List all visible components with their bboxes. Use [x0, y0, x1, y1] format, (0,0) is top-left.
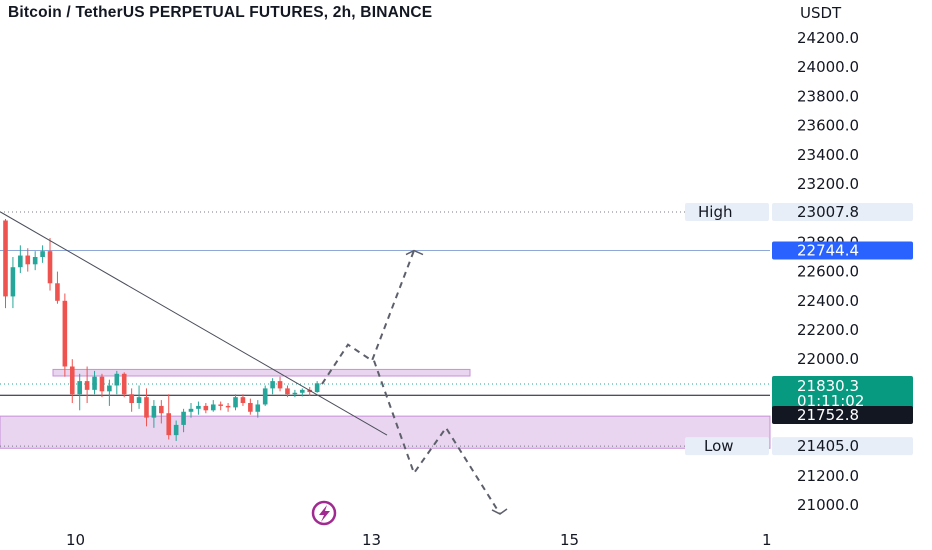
x-tick-label: 10	[66, 531, 85, 549]
low-tag	[685, 437, 769, 456]
high-label: High	[698, 203, 732, 221]
candle-body	[107, 385, 112, 392]
horizontal-lines	[0, 211, 770, 447]
candle-body	[151, 405, 157, 418]
candle-body	[10, 267, 16, 297]
y-tick-label: 23600.0	[797, 117, 859, 135]
trend-line	[0, 211, 388, 436]
candle-body	[18, 255, 23, 268]
support-zone	[0, 415, 771, 449]
candle-body	[25, 255, 31, 265]
candle-body	[270, 381, 275, 389]
candle-body	[166, 413, 172, 436]
projection-arrowhead	[405, 249, 424, 256]
y-tick-label: 21000.0	[797, 496, 859, 514]
candle-body	[292, 392, 298, 395]
y-tick-label: 24200.0	[797, 29, 859, 47]
candle-body	[55, 283, 60, 301]
candle-body	[114, 373, 120, 386]
high-value: 23007.8	[797, 203, 859, 221]
candle-body	[173, 424, 179, 436]
candle-body	[99, 376, 105, 392]
y-tick-label: 21200.0	[797, 467, 859, 485]
candle-body	[240, 397, 246, 403]
y-tick-label: 22000.0	[797, 350, 859, 368]
candle-body	[84, 381, 90, 390]
candle-body	[196, 405, 201, 409]
last-price-value: 21830.3	[797, 377, 859, 395]
projection-down	[373, 360, 501, 515]
projection-arrowhead-down	[491, 508, 508, 515]
drawings-layer	[0, 211, 508, 515]
y-tick-label: 22400.0	[797, 292, 859, 310]
candle-body	[300, 389, 305, 393]
low-label: Low	[704, 437, 734, 455]
candles-layer	[3, 219, 320, 441]
candle-body	[314, 383, 320, 393]
y-tick-label: 23400.0	[797, 146, 859, 164]
candle-body	[262, 388, 268, 405]
zones-layer	[0, 368, 771, 449]
candle-body	[285, 388, 290, 395]
last-price-tag	[772, 376, 913, 410]
candle-body	[225, 405, 231, 408]
candle-body	[159, 405, 164, 414]
projection-up	[321, 250, 415, 385]
high-value-tag	[772, 203, 913, 222]
lightning-icon[interactable]	[311, 500, 337, 526]
y-tick-label: 23800.0	[797, 87, 859, 105]
candle-body	[188, 408, 194, 412]
candle-body	[136, 397, 142, 403]
target-value: 22744.4	[797, 242, 859, 260]
target-tag	[772, 241, 913, 260]
y-tick-label: 24000.0	[797, 58, 859, 76]
candle-body	[203, 405, 209, 411]
x-tick-label: 13	[362, 531, 381, 549]
y-tick-label: 22200.0	[797, 321, 859, 339]
candle-body	[92, 376, 97, 390]
x-axis[interactable]: 10 13 15 1	[66, 531, 772, 549]
resistance-zone	[52, 368, 471, 377]
candle-body	[255, 404, 261, 412]
price-tags: High 23007.8 Low 21405.0 22744.4 21830.301:11…	[685, 203, 913, 456]
crosshair-tag	[772, 406, 913, 424]
y-tick-label: 22600.0	[797, 263, 859, 281]
low-value-tag	[772, 437, 913, 456]
y-tick-label: 23200.0	[797, 175, 859, 193]
candle-body	[77, 381, 82, 395]
x-tick-label: 15	[560, 531, 579, 549]
candle-body	[277, 381, 283, 389]
candle-body	[210, 404, 216, 411]
candle-body	[181, 411, 186, 425]
crosshair-value: 21752.8	[797, 406, 859, 424]
candle-body	[144, 397, 149, 418]
low-value: 21405.0	[797, 437, 859, 455]
countdown-value: 01:11:02	[797, 392, 864, 410]
candle-body	[32, 257, 38, 265]
x-tick-label: 1	[762, 531, 772, 549]
candle-body	[248, 403, 253, 412]
candle-body	[121, 373, 127, 395]
candle-body	[40, 251, 45, 257]
candle-body	[69, 366, 75, 395]
candle-body	[129, 394, 134, 403]
candle-body	[47, 251, 53, 284]
candle-body	[3, 220, 8, 297]
y-axis-unit: USDT	[800, 4, 842, 22]
high-tag	[685, 203, 769, 222]
candle-body	[233, 397, 238, 408]
chart-title: Bitcoin / TetherUS PERPETUAL FUTURES, 2h…	[8, 4, 433, 21]
candle-body	[62, 300, 68, 367]
candle-body	[218, 404, 223, 406]
